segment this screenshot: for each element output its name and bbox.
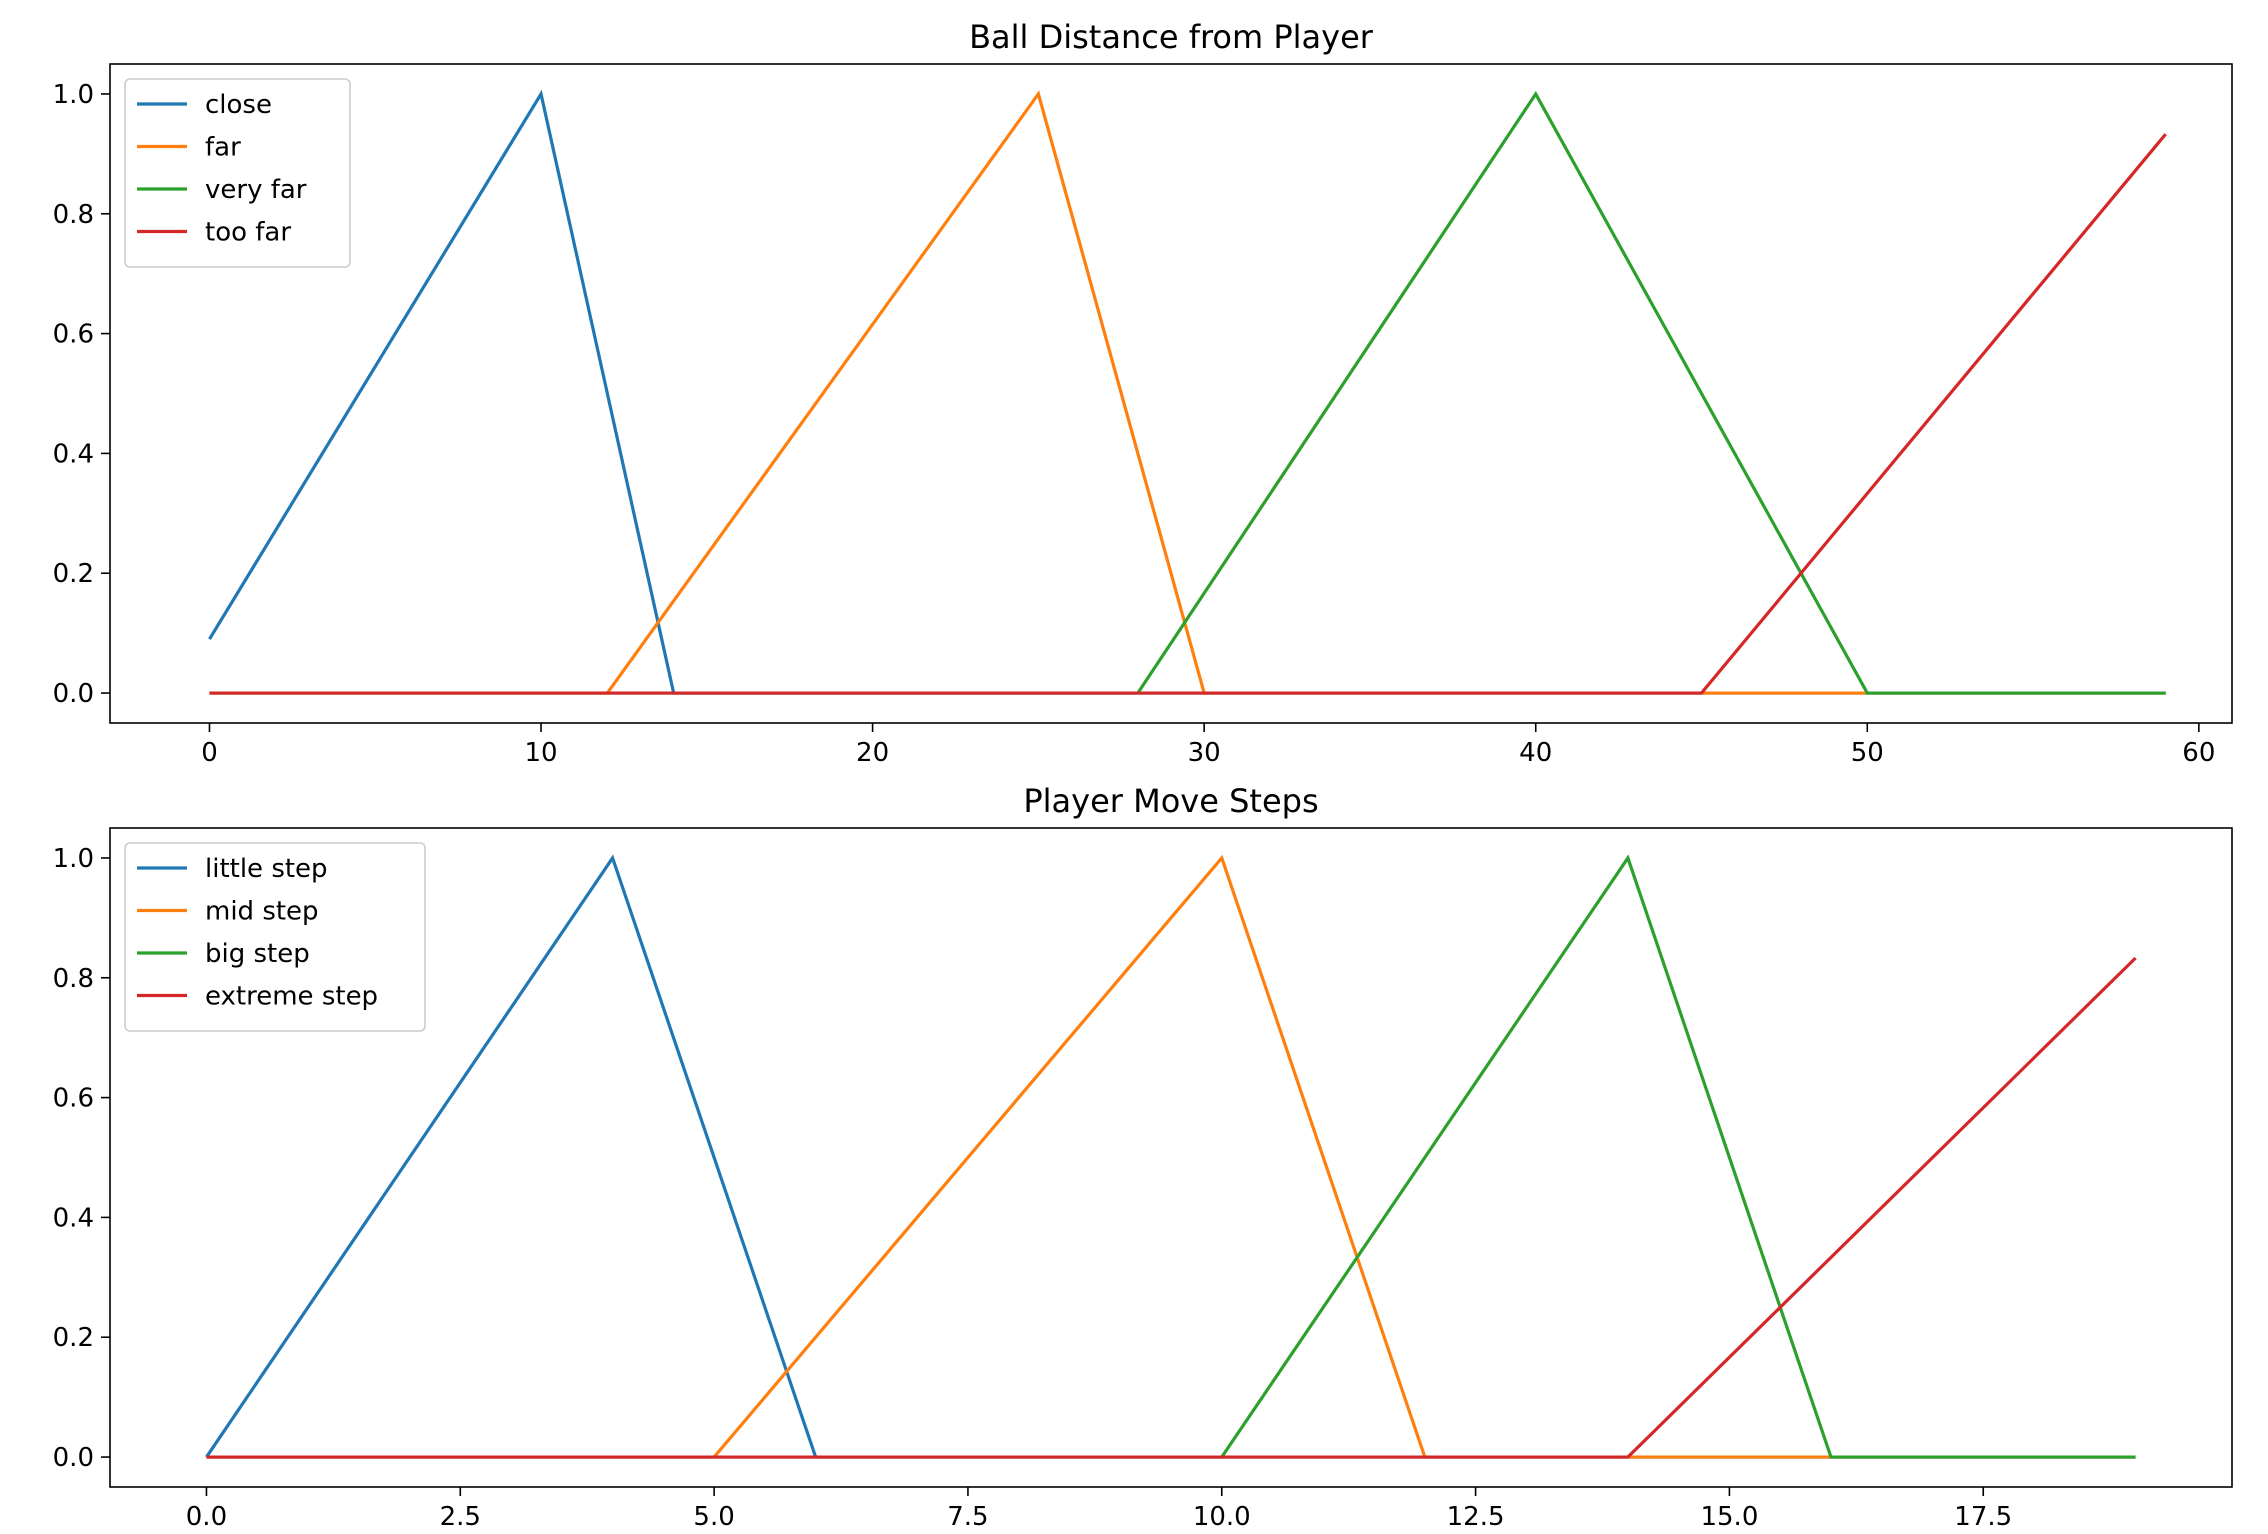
x-tick-label: 60 [2182,738,2215,768]
y-tick-label: 0.2 [53,559,94,589]
legend-label: close [205,90,272,120]
x-tick-label: 30 [1188,738,1221,768]
plot-frame [109,63,2233,724]
legend-label: too far [205,218,291,248]
series-line-2 [209,90,2166,695]
series-line-3 [209,90,2166,695]
series-line-4 [209,133,2167,695]
x-tick-label: 0 [201,738,218,768]
x-tick-label: 7.5 [947,1502,988,1532]
legend-label: far [205,133,241,163]
chart-title: Player Move Steps [1023,782,1318,820]
chart-title: Ball Distance from Player [969,18,1374,56]
x-tick-label: 2.5 [440,1502,481,1532]
y-tick-label: 0.0 [53,1443,94,1473]
y-tick-label: 0.0 [53,679,94,709]
y-tick-label: 0.8 [53,200,94,230]
legend-label: mid step [205,897,319,927]
y-tick-label: 0.6 [53,320,94,350]
x-tick-label: 15.0 [1700,1502,1758,1532]
x-tick-label: 10 [524,738,557,768]
x-tick-label: 5.0 [693,1502,734,1532]
x-tick-label: 17.5 [1954,1502,2012,1532]
y-tick-label: 0.4 [53,1203,94,1233]
legend-box [124,842,426,1032]
x-tick-label: 20 [856,738,889,768]
x-tick-label: 12.5 [1447,1502,1505,1532]
plot-frame [109,827,2233,1488]
legend-label: little step [205,854,328,884]
series-line-3 [206,854,2136,1459]
legend-label: very far [205,175,307,205]
chart-panel-1: Ball Distance from Player 0 10 20 30 40 50 60 0.… [53,18,2233,768]
series-line-4 [206,956,2137,1459]
y-tick-label: 0.6 [53,1084,94,1114]
x-tick-label: 40 [1519,738,1552,768]
legend: close far very far too far [124,78,351,268]
legend: little step mid step big step extreme step [124,842,426,1032]
y-tick-label: 1.0 [53,80,94,110]
y-tick-label: 1.0 [53,844,94,874]
y-tick-label: 0.8 [53,964,94,994]
series-line-1 [208,89,2166,695]
legend-box [124,78,351,268]
legend-label: big step [205,939,310,969]
x-tick-label: 50 [1851,738,1884,768]
chart-panel-2: Player Move Steps 0.0 2.5 5.0 7.5 10.0 12.5 15.… [53,782,2233,1532]
legend-label: extreme step [205,982,378,1012]
x-tick-label: 0.0 [186,1502,227,1532]
series-line-2 [206,854,2136,1459]
y-tick-label: 0.4 [53,439,94,469]
series-line-1 [205,854,2136,1459]
y-tick-label: 0.2 [53,1323,94,1353]
x-tick-label: 10.0 [1193,1502,1251,1532]
